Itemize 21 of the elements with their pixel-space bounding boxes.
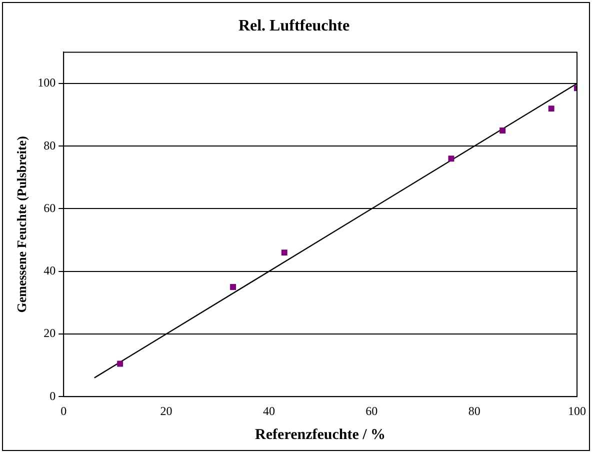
point [448,156,454,162]
point [117,360,124,367]
y-tick-label: 60 [44,200,56,215]
x-tick-label: 60 [366,404,378,418]
y-axis-title: Gemessene Feuchte (Pulsbreite) [14,136,30,313]
x-tick-label: 100 [568,404,586,418]
y-tick-label: 20 [44,326,56,340]
x-tick-label: 0 [60,404,67,418]
point [230,284,236,290]
y-tick-label: 80 [44,138,56,152]
x-tick-label: 20 [160,404,172,418]
point [548,106,554,112]
chart-title: Rel. Luftfeuchte [238,18,350,35]
y-tick-label: 40 [44,264,56,278]
y-tick-label: 100 [38,76,56,90]
x-tick-label: 40 [262,404,275,418]
point [281,250,288,256]
x-tick-label: 80 [468,404,480,418]
point [500,128,506,134]
y-tick-label: 0 [50,388,56,403]
x-axis-title: Referenzfeuchte / % [255,426,386,443]
